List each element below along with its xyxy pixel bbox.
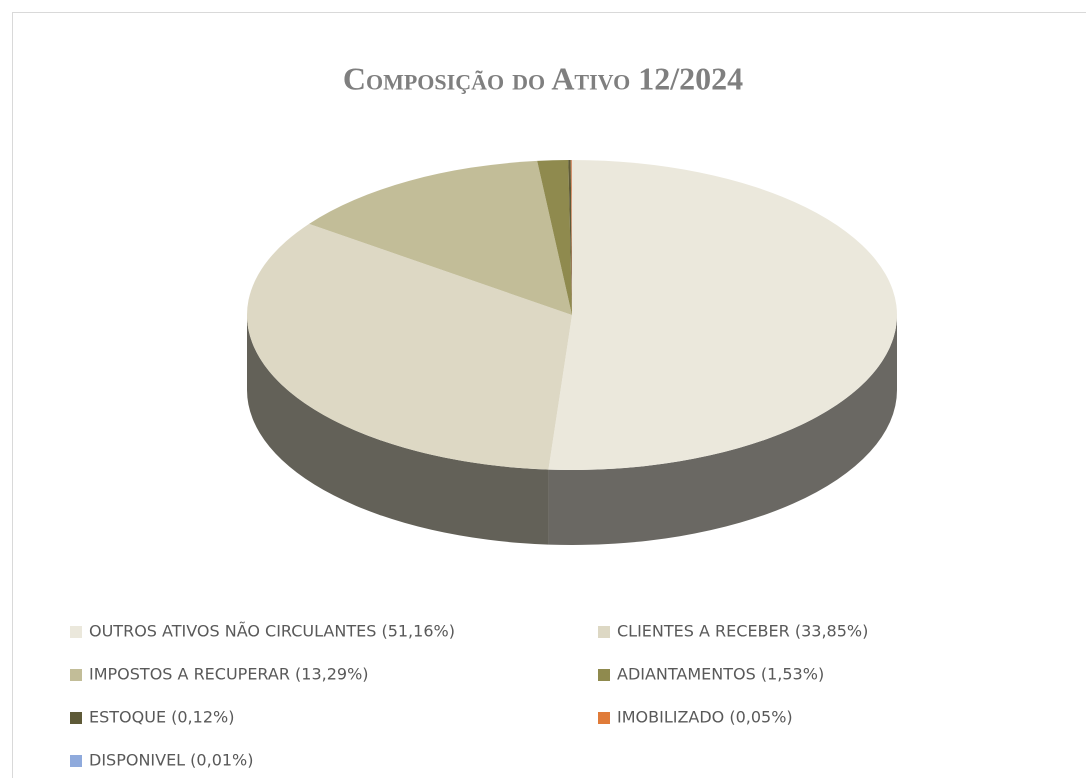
legend-swatch (70, 669, 82, 681)
slice-side (548, 315, 897, 545)
legend-swatch (70, 626, 82, 638)
slice (548, 160, 898, 470)
legend-swatch (598, 712, 610, 724)
legend-label: CLIENTES A RECEBER (33,85%) (617, 622, 868, 641)
slice-side (247, 315, 549, 545)
legend-label: ESTOQUE (0,12%) (89, 708, 234, 727)
legend-label: IMPOSTOS A RECUPERAR (13,29%) (89, 665, 369, 684)
legend-label: OUTROS ATIVOS NÃO CIRCULANTES (51,16%) (89, 622, 455, 641)
slice (247, 223, 572, 470)
legend-swatch (598, 669, 610, 681)
legend-label: DISPONIVEL (0,01%) (89, 751, 254, 770)
slice (537, 160, 572, 315)
slice (570, 160, 572, 315)
chart-title: Composição do Ativo 12/2024 (343, 60, 743, 96)
legend-swatch (598, 626, 610, 638)
legend-label: ADIANTAMENTOS (1,53%) (617, 665, 824, 684)
legend-label: IMOBILIZADO (0,05%) (617, 708, 793, 727)
legend-swatch (70, 712, 82, 724)
slice (309, 160, 572, 315)
legend-swatch (70, 755, 82, 767)
